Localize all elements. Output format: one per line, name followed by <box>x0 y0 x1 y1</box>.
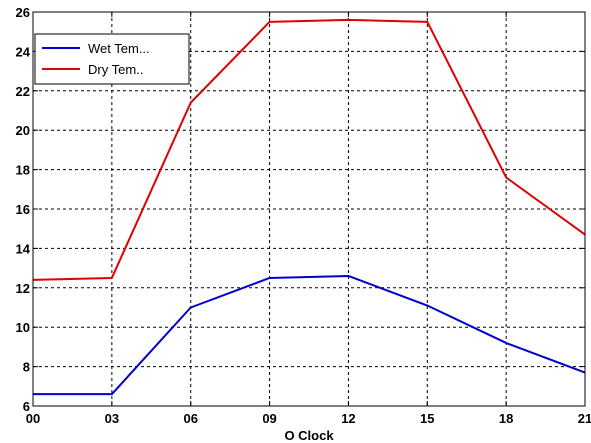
y-axis-ticks: 6 8 10 12 14 16 18 20 22 24 26 <box>16 5 585 414</box>
legend-label-1: Wet Tem... <box>88 41 150 56</box>
legend-box <box>34 33 190 85</box>
series-line-1 <box>33 274 586 396</box>
legend-label-2: Dry Tem.. <box>88 62 143 77</box>
y-tick-label: 24 <box>16 44 31 59</box>
x-tick-label: 03 <box>105 411 119 426</box>
y-tick-label: 12 <box>16 281 30 296</box>
x-tick-label: 15 <box>420 411 434 426</box>
x-axis-title: O Clock <box>284 428 334 443</box>
y-tick-label: 14 <box>16 241 31 256</box>
y-tick-label: 22 <box>16 84 30 99</box>
series-line-2 <box>32 18 586 281</box>
y-tick-label: 16 <box>16 202 30 217</box>
x-tick-label: 18 <box>499 411 513 426</box>
y-tick-label: 26 <box>16 5 30 20</box>
y-tick-label: 20 <box>16 123 30 138</box>
y-tick-label: 10 <box>16 320 30 335</box>
x-tick-label: 09 <box>262 411 276 426</box>
x-axis-ticks: 00 03 06 09 12 15 18 21 <box>26 12 591 426</box>
x-tick-label: 00 <box>26 411 40 426</box>
x-tick-label: 21 <box>578 411 591 426</box>
y-tick-label: 6 <box>23 399 30 414</box>
legend: Wet Tem... Dry Tem.. <box>34 33 190 85</box>
x-tick-label: 12 <box>341 411 355 426</box>
x-tick-label: 06 <box>183 411 197 426</box>
series-lines <box>32 18 586 396</box>
y-tick-label: 18 <box>16 163 30 178</box>
y-tick-label: 8 <box>23 360 30 375</box>
